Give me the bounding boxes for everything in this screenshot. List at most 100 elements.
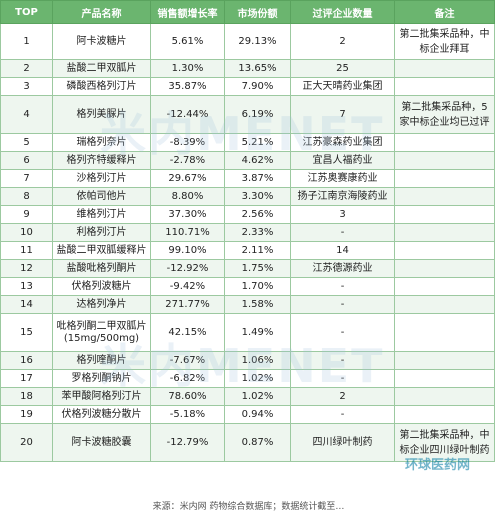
approved-firms-cell: 江苏奥赛康药业	[290, 169, 395, 188]
rank-cell: 6	[0, 151, 53, 170]
approved-firms-cell: 四川绿叶制药	[290, 423, 395, 462]
rank-cell: 15	[0, 313, 53, 352]
site-logo: 环球医药网	[405, 458, 471, 473]
rank-cell: 9	[0, 205, 53, 224]
market-share-cell: 2.33%	[224, 223, 291, 242]
approved-firms-cell: -	[290, 313, 395, 352]
product-table: TOP 产品名称 销售额增长率 市场份额 过评企业数量 备注 1 阿卡波糖片 5.6…	[0, 0, 495, 462]
note-cell	[394, 77, 495, 96]
approved-firms-cell: -	[290, 369, 395, 388]
table-row: 12 盐酸吡格列酮片 -12.92% 1.75% 江苏德源药业	[0, 259, 495, 278]
product-name-cell: 苯甲酸阿格列汀片	[52, 387, 151, 406]
table-row: 1 阿卡波糖片 5.61% 29.13% 2 第二批集采品种，中标企业拜耳	[0, 23, 495, 60]
header-note: 备注	[394, 0, 495, 24]
product-name-cell: 维格列汀片	[52, 205, 151, 224]
rank-cell: 20	[0, 423, 53, 462]
growth-rate-cell: 99.10%	[150, 241, 225, 260]
approved-firms-cell: -	[290, 277, 395, 296]
rank-cell: 8	[0, 187, 53, 206]
table-row: 19 伏格列波糖分散片 -5.18% 0.94% -	[0, 405, 495, 424]
rank-cell: 11	[0, 241, 53, 260]
header-growth-rate: 销售额增长率	[150, 0, 225, 24]
table-row: 11 盐酸二甲双胍缓释片 99.10% 2.11% 14	[0, 241, 495, 260]
growth-rate-cell: 5.61%	[150, 23, 225, 60]
market-share-cell: 3.87%	[224, 169, 291, 188]
note-cell	[394, 59, 495, 78]
market-share-cell: 0.94%	[224, 405, 291, 424]
note-cell	[394, 387, 495, 406]
approved-firms-cell: 扬子江南京海陵药业	[290, 187, 395, 206]
market-share-cell: 2.56%	[224, 205, 291, 224]
product-name-cell: 瑞格列奈片	[52, 133, 151, 152]
note-cell	[394, 259, 495, 278]
table-row: 4 格列美脲片 -12.44% 6.19% 7 第二批集采品种，5家中标企业均已过评	[0, 95, 495, 134]
rank-cell: 4	[0, 95, 53, 134]
note-cell: 第二批集采品种，中标企业四川绿叶制药	[394, 423, 495, 462]
note-cell	[394, 241, 495, 260]
market-share-cell: 29.13%	[224, 23, 291, 60]
product-name-cell: 依帕司他片	[52, 187, 151, 206]
table-row: 16 格列喹酮片 -7.67% 1.06% -	[0, 351, 495, 370]
note-cell	[394, 351, 495, 370]
market-share-cell: 7.90%	[224, 77, 291, 96]
product-name-cell: 伏格列波糖分散片	[52, 405, 151, 424]
rank-cell: 14	[0, 295, 53, 314]
approved-firms-cell: 正大天晴药业集团	[290, 77, 395, 96]
product-name-cell: 利格列汀片	[52, 223, 151, 242]
market-share-cell: 1.49%	[224, 313, 291, 352]
table-row: 5 瑞格列奈片 -8.39% 5.21% 江苏豪森药业集团	[0, 133, 495, 152]
growth-rate-cell: 1.30%	[150, 59, 225, 78]
product-name-cell: 达格列净片	[52, 295, 151, 314]
market-share-cell: 1.58%	[224, 295, 291, 314]
product-name-cell: 盐酸吡格列酮片	[52, 259, 151, 278]
rank-cell: 19	[0, 405, 53, 424]
product-name-cell: 格列齐特缓释片	[52, 151, 151, 170]
header-market-share: 市场份额	[224, 0, 291, 24]
header-approved-firms: 过评企业数量	[290, 0, 395, 24]
product-name-cell: 沙格列汀片	[52, 169, 151, 188]
market-share-cell: 1.02%	[224, 387, 291, 406]
rank-cell: 16	[0, 351, 53, 370]
market-share-cell: 2.11%	[224, 241, 291, 260]
table-row: 7 沙格列汀片 29.67% 3.87% 江苏奥赛康药业	[0, 169, 495, 188]
source-footer: 来源：米内网 药物综合数据库；数据统计截至…	[152, 502, 345, 512]
market-share-cell: 4.62%	[224, 151, 291, 170]
note-cell	[394, 313, 495, 352]
rank-cell: 17	[0, 369, 53, 388]
growth-rate-cell: -7.67%	[150, 351, 225, 370]
note-cell	[394, 169, 495, 188]
approved-firms-cell: 江苏德源药业	[290, 259, 395, 278]
approved-firms-cell: -	[290, 351, 395, 370]
growth-rate-cell: -5.18%	[150, 405, 225, 424]
growth-rate-cell: 78.60%	[150, 387, 225, 406]
market-share-cell: 6.19%	[224, 95, 291, 134]
growth-rate-cell: -6.82%	[150, 369, 225, 388]
note-cell	[394, 187, 495, 206]
approved-firms-cell: 3	[290, 205, 395, 224]
table-row: 8 依帕司他片 8.80% 3.30% 扬子江南京海陵药业	[0, 187, 495, 206]
market-share-cell: 0.87%	[224, 423, 291, 462]
market-share-cell: 1.70%	[224, 277, 291, 296]
note-cell	[394, 277, 495, 296]
header-top: TOP	[0, 0, 53, 24]
product-name-cell: 格列喹酮片	[52, 351, 151, 370]
approved-firms-cell: -	[290, 223, 395, 242]
product-name-cell: 吡格列酮二甲双胍片 (15mg/500mg)	[52, 313, 151, 352]
table-row: 9 维格列汀片 37.30% 2.56% 3	[0, 205, 495, 224]
market-share-cell: 3.30%	[224, 187, 291, 206]
table-row: 18 苯甲酸阿格列汀片 78.60% 1.02% 2	[0, 387, 495, 406]
rank-cell: 3	[0, 77, 53, 96]
growth-rate-cell: 29.67%	[150, 169, 225, 188]
rank-cell: 7	[0, 169, 53, 188]
table-row: 15 吡格列酮二甲双胍片 (15mg/500mg) 42.15% 1.49% -	[0, 313, 495, 352]
table-row: 3 磷酸西格列汀片 35.87% 7.90% 正大天晴药业集团	[0, 77, 495, 96]
note-cell: 第二批集采品种，5家中标企业均已过评	[394, 95, 495, 134]
growth-rate-cell: -12.79%	[150, 423, 225, 462]
note-cell	[394, 151, 495, 170]
approved-firms-cell: 2	[290, 23, 395, 60]
approved-firms-cell: 25	[290, 59, 395, 78]
market-share-cell: 1.02%	[224, 369, 291, 388]
product-name-cell: 盐酸二甲双胍片	[52, 59, 151, 78]
approved-firms-cell: 江苏豪森药业集团	[290, 133, 395, 152]
note-cell	[394, 369, 495, 388]
